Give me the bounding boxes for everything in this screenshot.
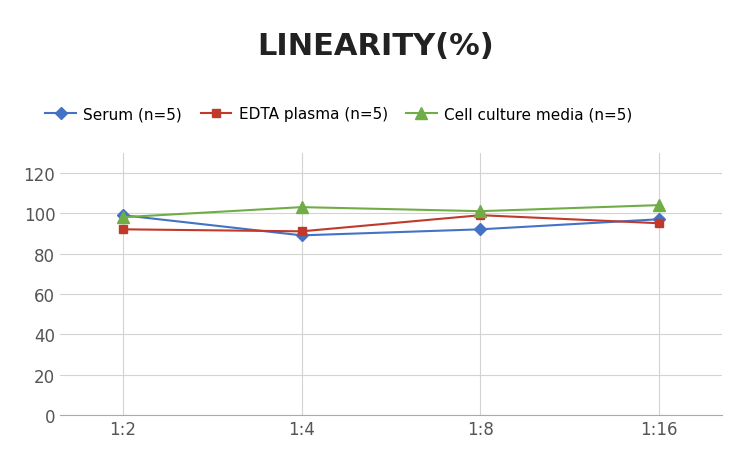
Cell culture media (n=5) [297, 205, 306, 210]
Line: EDTA plasma (n=5): EDTA plasma (n=5) [119, 212, 663, 236]
Cell culture media (n=5) [118, 215, 127, 221]
Serum (n=5) [655, 217, 664, 222]
EDTA plasma (n=5) [118, 227, 127, 233]
Serum (n=5) [297, 233, 306, 239]
Line: Cell culture media (n=5): Cell culture media (n=5) [117, 200, 665, 223]
EDTA plasma (n=5) [297, 229, 306, 235]
EDTA plasma (n=5) [476, 213, 485, 218]
Serum (n=5) [476, 227, 485, 233]
Serum (n=5) [118, 213, 127, 218]
Text: LINEARITY(%): LINEARITY(%) [258, 32, 494, 60]
Legend: Serum (n=5), EDTA plasma (n=5), Cell culture media (n=5): Serum (n=5), EDTA plasma (n=5), Cell cul… [45, 107, 632, 122]
EDTA plasma (n=5) [655, 221, 664, 226]
Cell culture media (n=5) [655, 203, 664, 208]
Line: Serum (n=5): Serum (n=5) [119, 212, 663, 240]
Cell culture media (n=5) [476, 209, 485, 214]
